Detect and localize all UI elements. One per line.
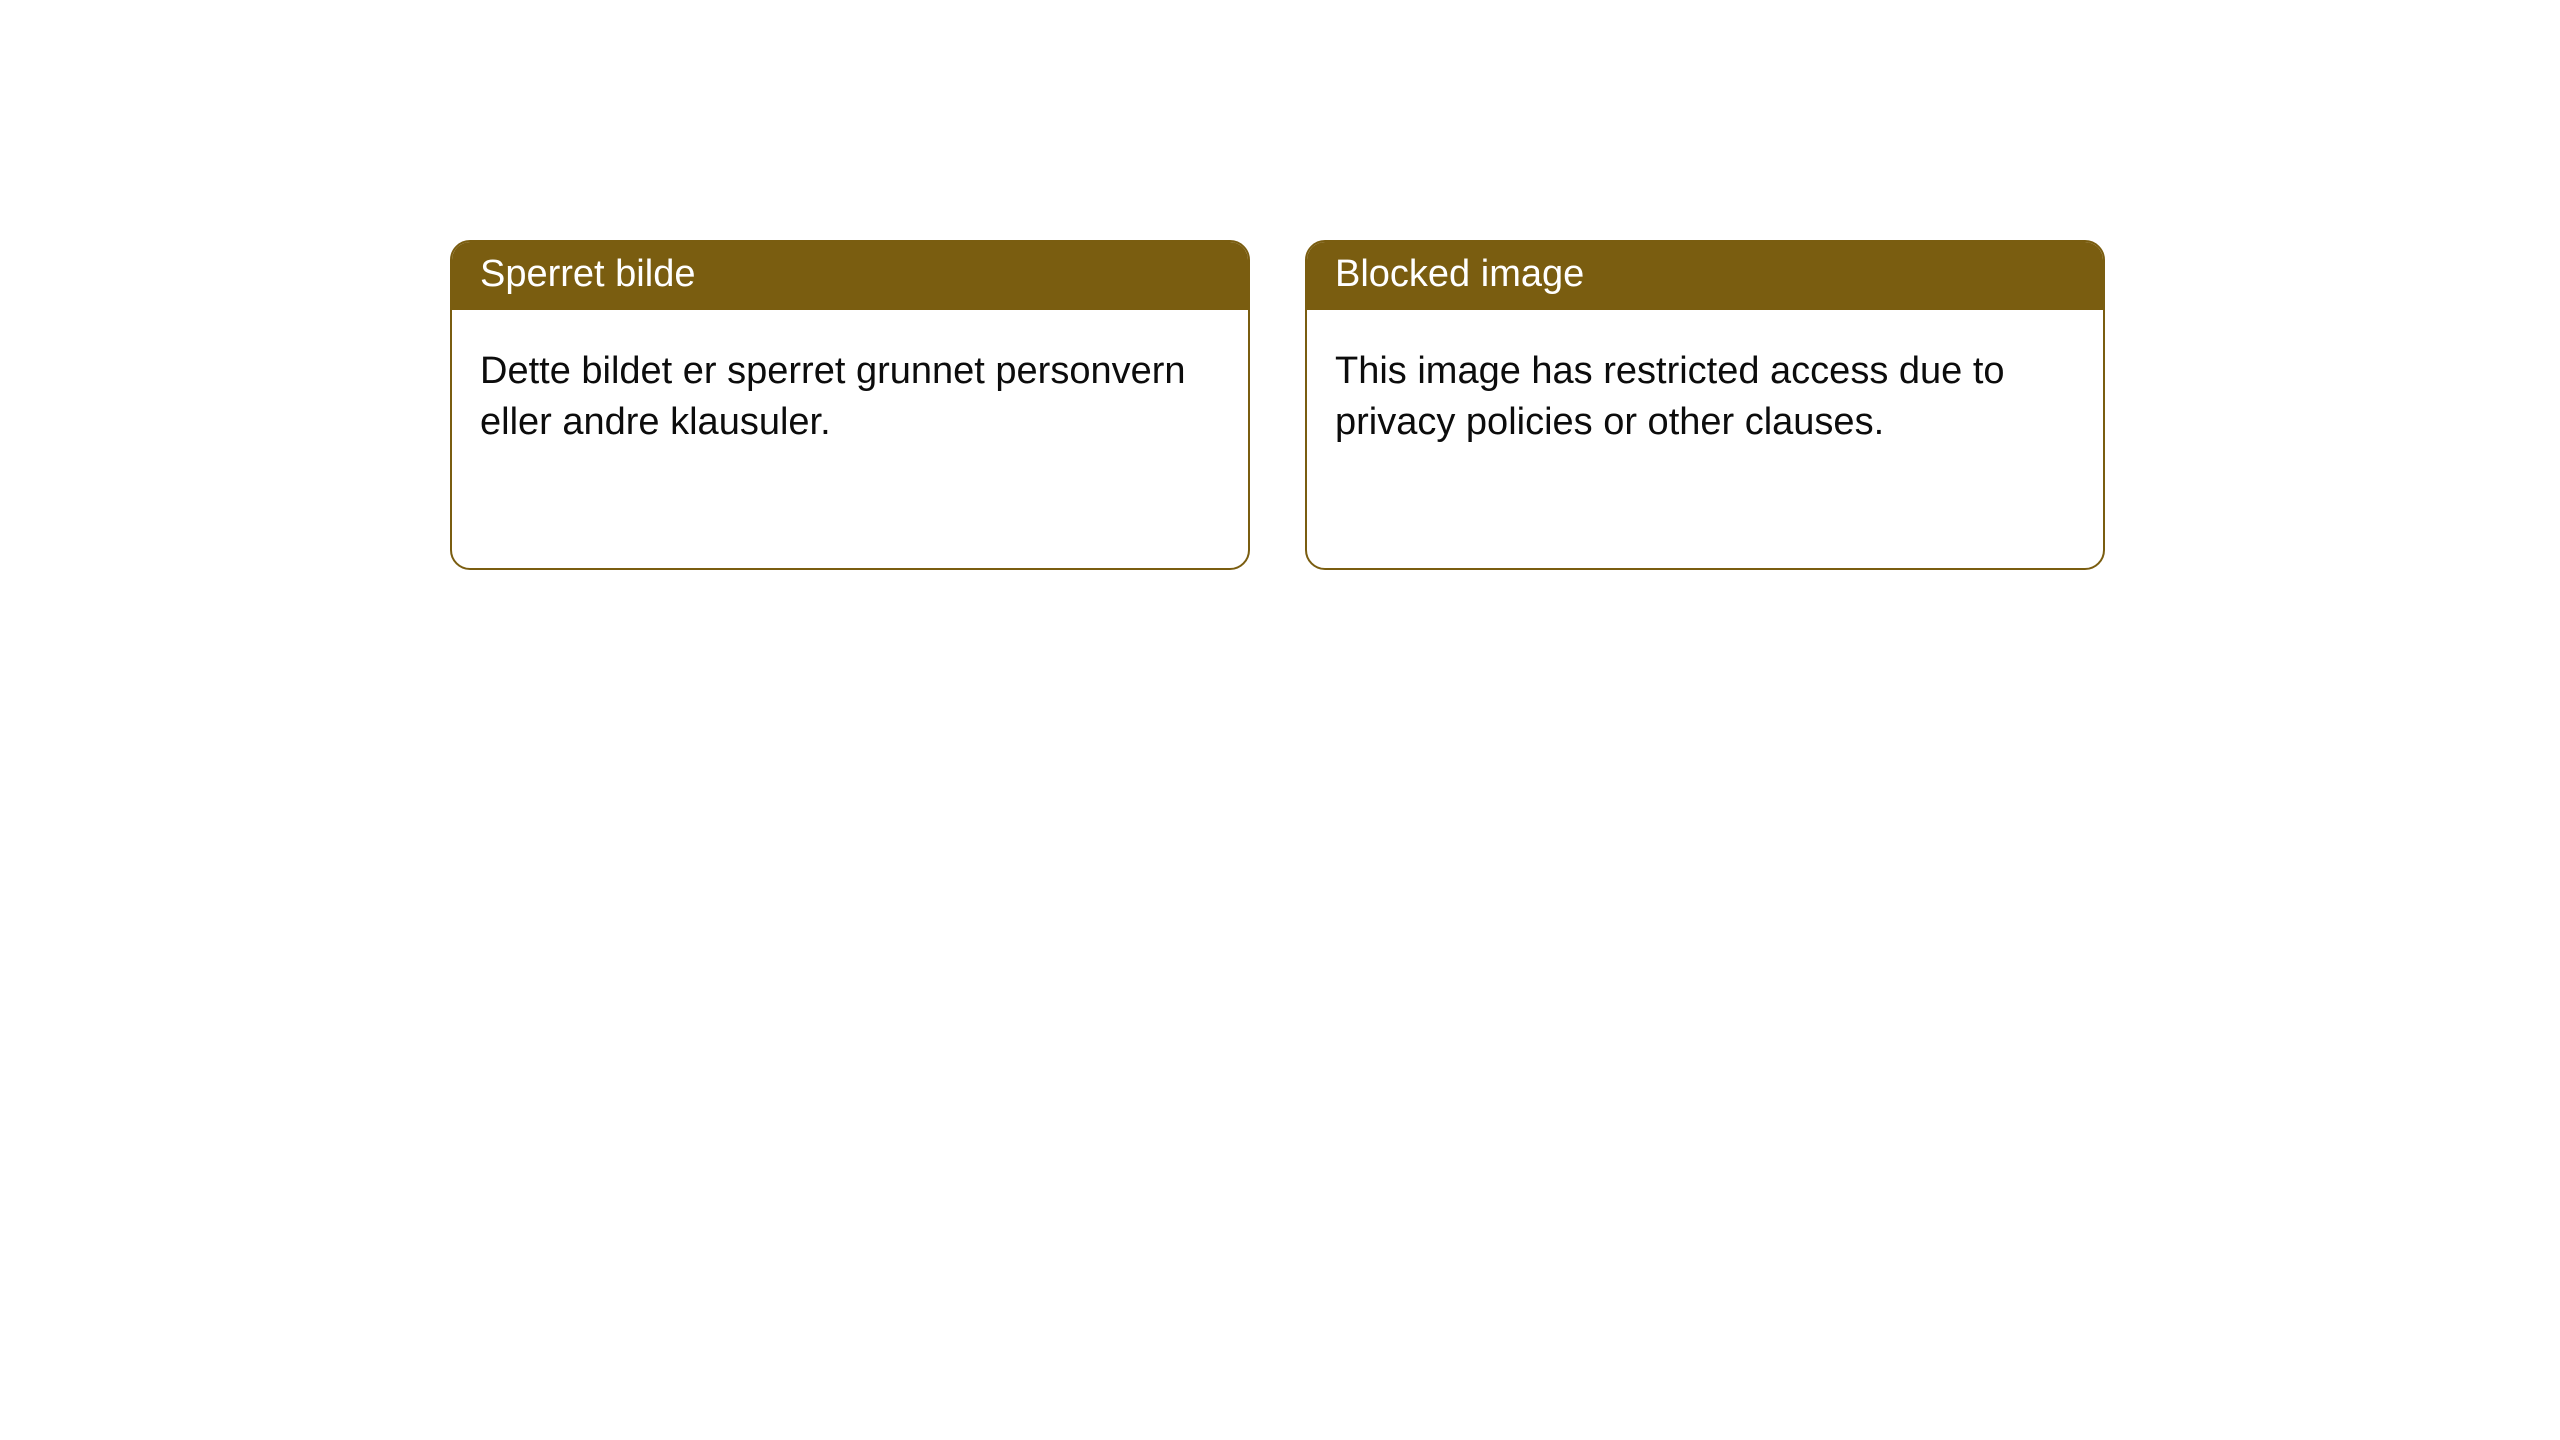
notice-body: This image has restricted access due to … (1307, 310, 2103, 485)
notice-card-english: Blocked image This image has restricted … (1305, 240, 2105, 570)
notice-container: Sperret bilde Dette bildet er sperret gr… (0, 0, 2560, 570)
notice-body: Dette bildet er sperret grunnet personve… (452, 310, 1248, 485)
notice-header: Sperret bilde (452, 242, 1248, 310)
notice-header: Blocked image (1307, 242, 2103, 310)
notice-card-norwegian: Sperret bilde Dette bildet er sperret gr… (450, 240, 1250, 570)
